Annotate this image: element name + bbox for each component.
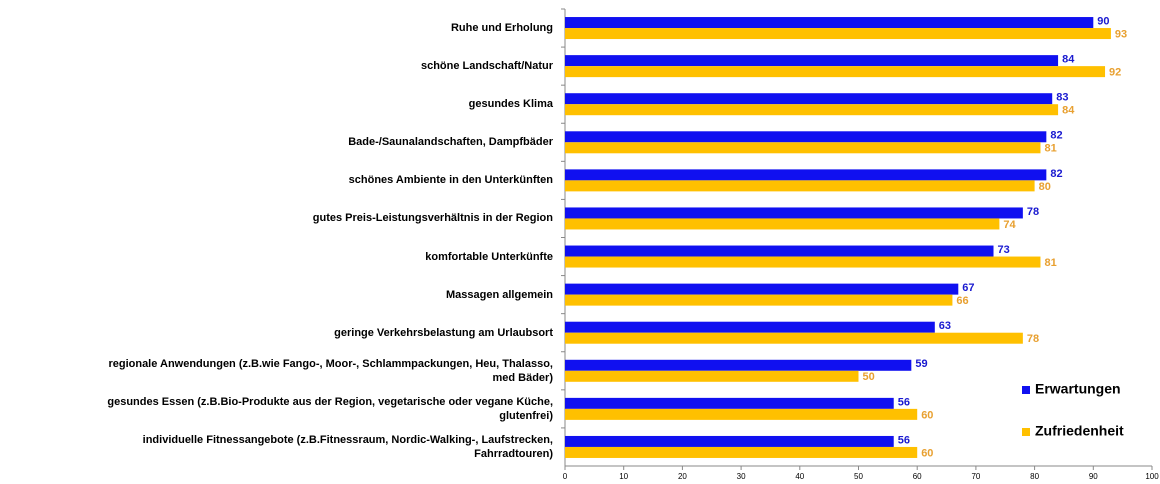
value-label: 66 <box>956 295 968 307</box>
value-label: 80 <box>1039 181 1051 193</box>
bar <box>565 131 1047 143</box>
category-label: regionale Anwendungen (z.B.wie Fango-, M… <box>108 357 553 384</box>
bar <box>565 408 918 420</box>
bar <box>565 359 912 371</box>
bar <box>565 169 1047 181</box>
value-label: 81 <box>1044 143 1056 155</box>
x-tick-label: 90 <box>1089 472 1098 481</box>
value-label: 56 <box>898 434 910 446</box>
value-label: 84 <box>1062 105 1075 117</box>
legend-swatch <box>1022 428 1030 436</box>
value-label: 78 <box>1027 333 1039 345</box>
bar <box>565 245 994 257</box>
value-label: 92 <box>1109 67 1121 79</box>
category-label: gesundes Klima <box>468 98 553 111</box>
value-label: 60 <box>921 409 933 421</box>
bar <box>565 142 1041 154</box>
legend-label: Erwartungen <box>1035 381 1121 397</box>
category-label: komfortable Unterkünfte <box>425 250 553 263</box>
x-tick-label: 0 <box>563 472 568 481</box>
bar <box>565 370 859 382</box>
value-label: 67 <box>962 282 974 294</box>
value-label: 81 <box>1044 257 1056 269</box>
bar <box>565 55 1059 67</box>
x-tick-label: 40 <box>795 472 804 481</box>
bar <box>565 17 1094 29</box>
value-label: 84 <box>1062 54 1075 66</box>
bar <box>565 66 1106 78</box>
bar <box>565 321 935 333</box>
value-label: 93 <box>1115 28 1127 40</box>
value-label: 78 <box>1027 206 1039 218</box>
legend-label: Zufriedenheit <box>1035 423 1124 439</box>
value-label: 82 <box>1050 168 1062 180</box>
bar <box>565 435 894 447</box>
x-tick-label: 10 <box>619 472 628 481</box>
legend-swatch <box>1022 386 1030 394</box>
bar <box>565 28 1111 40</box>
value-label: 50 <box>863 371 875 383</box>
category-label: gesundes Essen (z.B.Bio-Produkte aus der… <box>107 395 553 422</box>
value-label: 63 <box>939 320 951 332</box>
x-tick-label: 70 <box>971 472 980 481</box>
value-label: 74 <box>1003 219 1016 231</box>
category-label: geringe Verkehrsbelastung am Urlaubsort <box>334 326 553 339</box>
x-tick-label: 30 <box>737 472 746 481</box>
x-tick-label: 60 <box>913 472 922 481</box>
bar <box>565 104 1059 116</box>
bar <box>565 180 1035 192</box>
value-label: 82 <box>1050 130 1062 142</box>
bar <box>565 256 1041 268</box>
bar <box>565 283 959 295</box>
category-label: schöne Landschaft/Natur <box>420 60 553 73</box>
value-label: 73 <box>998 244 1010 256</box>
x-tick-label: 50 <box>854 472 863 481</box>
x-tick-label: 80 <box>1030 472 1039 481</box>
x-tick-label: 100 <box>1145 472 1159 481</box>
bar <box>565 446 918 458</box>
category-label: Ruhe und Erholung <box>450 22 553 35</box>
bar <box>565 93 1053 105</box>
bar <box>565 218 1000 230</box>
category-label: Bade-/Saunalandschaften, Dampfbäder <box>348 136 553 149</box>
category-label: Massagen allgemein <box>446 288 553 301</box>
bar <box>565 294 953 306</box>
value-label: 60 <box>921 447 933 459</box>
value-label: 56 <box>898 396 910 408</box>
bar <box>565 332 1023 344</box>
category-label: schönes Ambiente in den Unterkünften <box>348 174 553 187</box>
value-label: 90 <box>1097 15 1109 27</box>
category-label: individuelle Fitnessangebote (z.B.Fitnes… <box>142 433 553 460</box>
value-label: 83 <box>1056 92 1068 104</box>
x-tick-label: 20 <box>678 472 687 481</box>
bar <box>565 397 894 409</box>
value-label: 59 <box>915 358 927 370</box>
bar <box>565 207 1023 219</box>
category-label: gutes Preis-Leistungsverhältnis in der R… <box>312 212 553 225</box>
